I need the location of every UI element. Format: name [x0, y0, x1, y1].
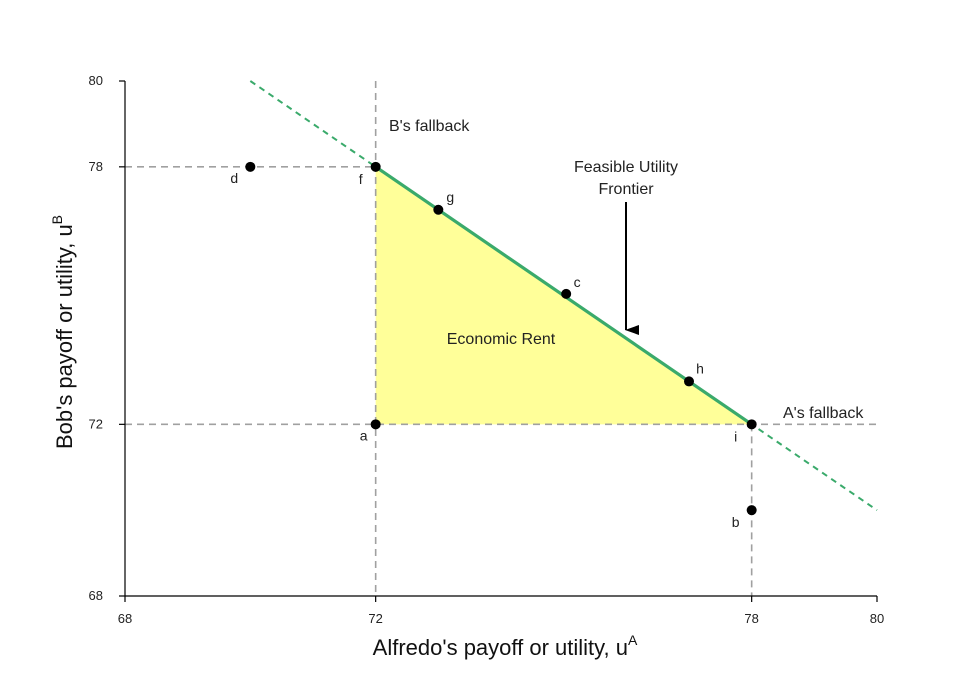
y-tick-label-72: 72	[89, 416, 103, 431]
point-label-h: h	[696, 360, 704, 376]
point-a	[370, 419, 381, 430]
y-axis-title-superscript: B	[49, 215, 65, 224]
point-g	[433, 204, 444, 215]
point-h	[684, 376, 694, 387]
point-label-a: a	[360, 427, 368, 443]
frontier-label-line1: Feasible Utility	[574, 159, 678, 176]
point-c	[561, 288, 572, 299]
point-b	[746, 505, 757, 516]
point-f	[370, 161, 381, 172]
point-label-f: f	[359, 171, 363, 187]
x-tick-label-72: 72	[368, 611, 382, 626]
economic-rent-label: Economic Rent	[447, 331, 556, 348]
point-label-g: g	[446, 189, 454, 205]
point-d	[245, 161, 256, 172]
point-label-c: c	[574, 274, 581, 290]
point-i	[746, 419, 757, 430]
frontier-label-line2: Frontier	[598, 181, 654, 198]
x-tick-label-80: 80	[870, 611, 884, 626]
y-tick-label-78: 78	[89, 159, 103, 174]
point-label-b: b	[732, 514, 740, 530]
point-label-i: i	[734, 428, 737, 444]
x-axis-title: Alfredo's payoff or utility, uA	[373, 632, 638, 660]
y-tick-label-80: 80	[89, 73, 103, 88]
a-fallback-label: A's fallback	[783, 405, 864, 422]
x-tick-label-78: 78	[744, 611, 758, 626]
y-axis-title: Bob's payoff or utility, uB	[49, 215, 77, 449]
x-tick-label-68: 68	[118, 611, 132, 626]
y-tick-label-68: 68	[89, 588, 103, 603]
point-label-d: d	[230, 170, 238, 186]
x-axis-title-superscript: A	[628, 632, 638, 648]
b-fallback-label: B's fallback	[389, 118, 470, 135]
